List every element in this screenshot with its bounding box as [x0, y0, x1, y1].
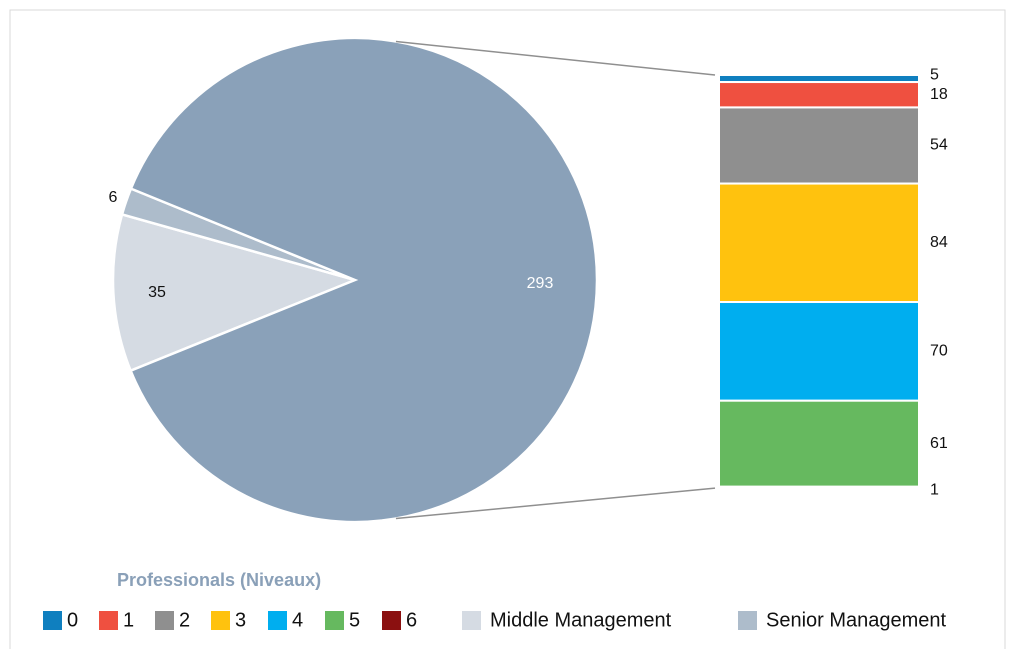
pie-slice — [111, 212, 359, 373]
slice-label: 293 — [527, 275, 554, 292]
legend-label: Senior Management — [766, 609, 947, 631]
legend-label: 1 — [123, 609, 134, 631]
legend-swatch — [462, 611, 481, 630]
legend-label: Middle Management — [490, 609, 672, 631]
legend-label: 2 — [179, 609, 190, 631]
bar-segment — [718, 399, 920, 488]
legend-label: 4 — [292, 609, 303, 631]
legend-label: 0 — [67, 609, 78, 631]
bar-segment — [718, 106, 920, 185]
legend-swatch — [43, 611, 62, 630]
legend-swatch — [211, 611, 230, 630]
legend-swatch — [268, 611, 287, 630]
bar-label: 61 — [930, 435, 948, 452]
pie-slice — [128, 36, 599, 524]
bar-label: 18 — [930, 86, 948, 103]
bar-label: 70 — [930, 343, 948, 360]
legend-label: 6 — [406, 609, 417, 631]
slice-label: 6 — [109, 189, 118, 206]
legend-swatch — [99, 611, 118, 630]
bar-label: 54 — [930, 137, 948, 154]
connector — [395, 487, 716, 520]
connector — [395, 40, 716, 76]
legend-label: 5 — [349, 609, 360, 631]
legend-swatch — [155, 611, 174, 630]
frame — [9, 9, 1006, 649]
bar-segment — [718, 485, 920, 490]
bar-label: 1 — [930, 482, 939, 499]
legend-swatch — [382, 611, 401, 630]
bar-label: 5 — [930, 67, 939, 84]
bar-segment — [718, 182, 920, 304]
bar-label: 84 — [930, 234, 948, 251]
legend-label: 3 — [235, 609, 246, 631]
legend-swatch — [738, 611, 757, 630]
bar-segment — [718, 74, 920, 84]
legend-title: Professionals (Niveaux) — [117, 570, 321, 590]
slice-label: 35 — [148, 284, 166, 301]
bar-segment — [718, 301, 920, 402]
legend-swatch — [325, 611, 344, 630]
bar-segment — [718, 81, 920, 109]
